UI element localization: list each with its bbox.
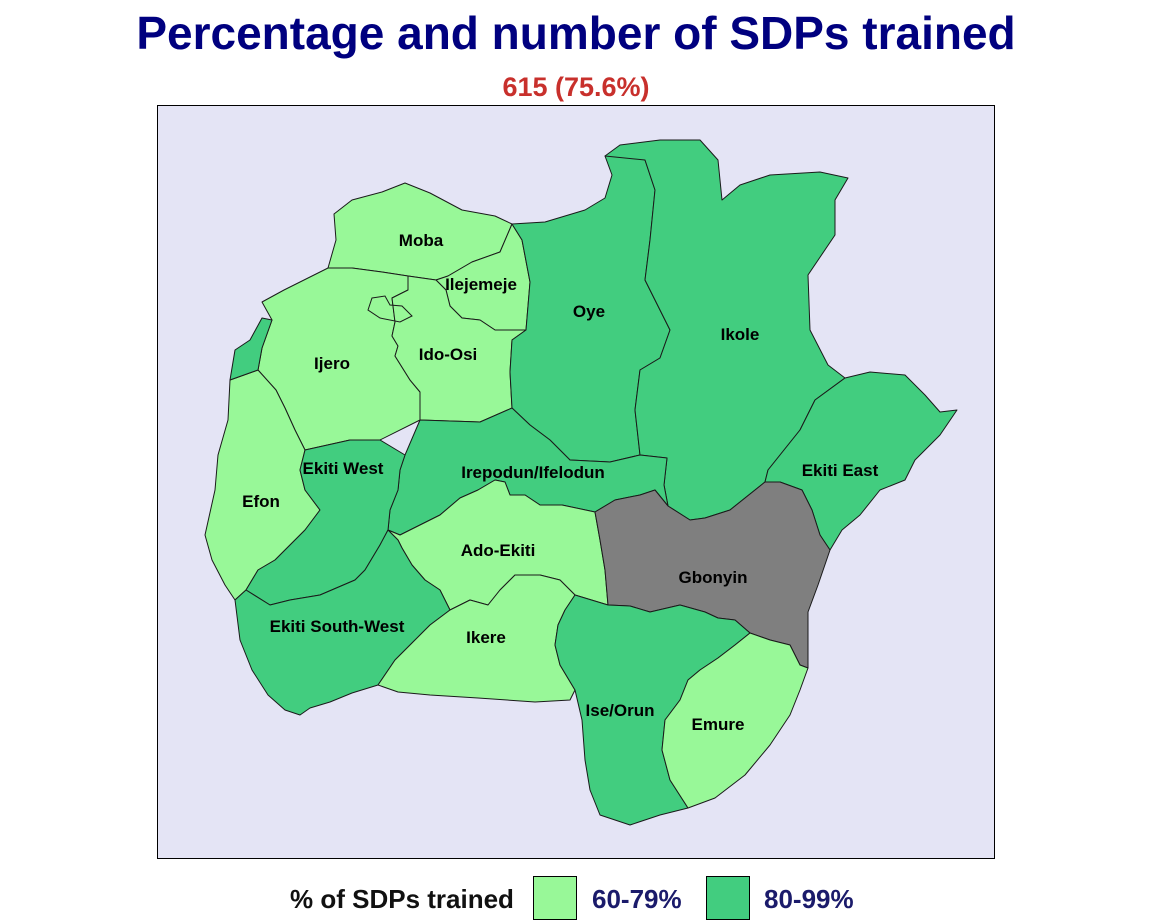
region-label: Ado-Ekiti [461, 541, 536, 560]
legend-label: 80-99% [764, 884, 854, 914]
region-label: Ekiti West [303, 459, 384, 478]
region-label: Ikere [466, 628, 506, 647]
region-label: Ekiti East [802, 461, 879, 480]
legend-swatch [533, 876, 577, 920]
legend-title: % of SDPs trained [290, 884, 514, 914]
region-label: Ilejemeje [445, 275, 517, 294]
map-subtitle: 615 (75.6%) [502, 72, 650, 102]
region-label: Oye [573, 302, 605, 321]
legend-swatch [706, 876, 750, 920]
region-label: Ikole [721, 325, 760, 344]
legend: % of SDPs trained 60-79% 80-99% [0, 872, 1152, 920]
map-title: Percentage and number of SDPs trained [136, 7, 1016, 59]
region-label: Irepodun/Ifelodun [461, 463, 605, 482]
region-label: Moba [399, 231, 444, 250]
region-label: Emure [692, 715, 745, 734]
region-label: Ekiti South-West [270, 617, 405, 636]
region-label: Ido-Osi [419, 345, 478, 364]
region-ekiti-east[interactable] [764, 371, 958, 551]
region-emure[interactable] [661, 632, 809, 809]
legend-label: 60-79% [592, 884, 682, 914]
region-label: Ijero [314, 354, 350, 373]
region-label: Gbonyin [679, 568, 748, 587]
region-label: Ise/Orun [586, 701, 655, 720]
region-label: Efon [242, 492, 280, 511]
